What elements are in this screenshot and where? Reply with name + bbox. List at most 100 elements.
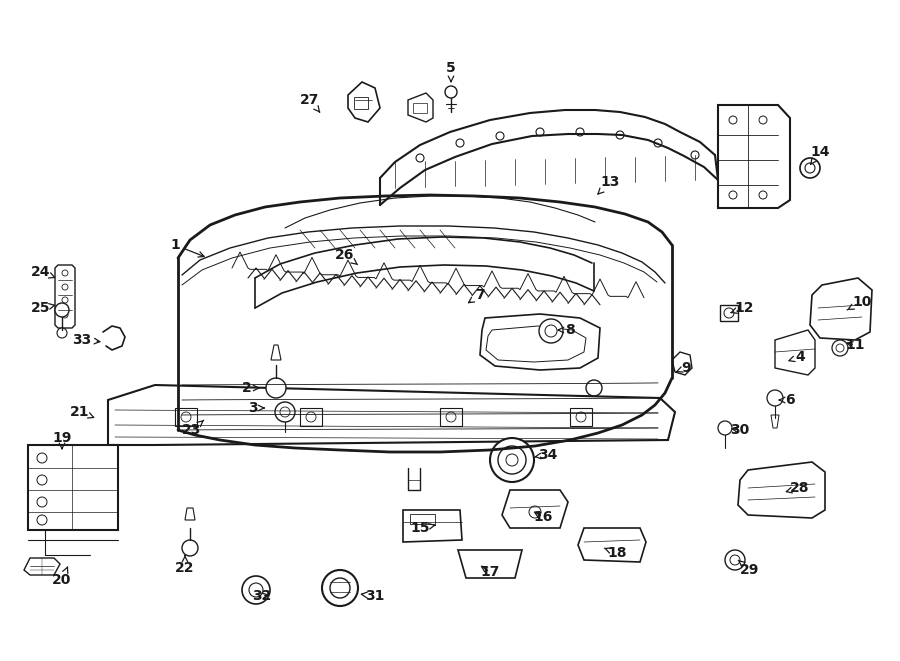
Circle shape xyxy=(805,163,815,173)
Text: 6: 6 xyxy=(779,393,795,407)
Polygon shape xyxy=(55,265,75,328)
Circle shape xyxy=(456,139,464,147)
Bar xyxy=(570,408,592,426)
Text: 16: 16 xyxy=(534,510,553,524)
Circle shape xyxy=(181,412,191,422)
Circle shape xyxy=(266,378,286,398)
Circle shape xyxy=(275,402,295,422)
Text: 9: 9 xyxy=(676,361,691,375)
Circle shape xyxy=(37,453,47,463)
Circle shape xyxy=(306,412,316,422)
Bar xyxy=(175,408,197,426)
Circle shape xyxy=(718,421,732,435)
Text: 3: 3 xyxy=(248,401,264,415)
Text: 13: 13 xyxy=(598,175,620,194)
Text: 1: 1 xyxy=(170,238,204,257)
Circle shape xyxy=(445,86,457,98)
Circle shape xyxy=(57,328,67,338)
Circle shape xyxy=(586,380,602,396)
Text: 30: 30 xyxy=(731,423,750,437)
Polygon shape xyxy=(578,528,646,562)
Text: 10: 10 xyxy=(847,295,872,310)
Circle shape xyxy=(767,390,783,406)
Polygon shape xyxy=(486,326,586,362)
Circle shape xyxy=(654,139,662,147)
Text: 19: 19 xyxy=(52,431,72,449)
Circle shape xyxy=(729,191,737,199)
Bar xyxy=(440,408,462,426)
Text: 2: 2 xyxy=(242,381,259,395)
Text: 24: 24 xyxy=(32,265,55,279)
Polygon shape xyxy=(348,82,380,122)
Text: 32: 32 xyxy=(252,589,272,603)
Polygon shape xyxy=(480,314,600,370)
Circle shape xyxy=(691,151,699,159)
Polygon shape xyxy=(502,490,568,528)
Circle shape xyxy=(836,344,844,352)
Circle shape xyxy=(416,154,424,162)
Circle shape xyxy=(576,412,586,422)
Circle shape xyxy=(725,550,745,570)
Bar xyxy=(300,408,322,426)
Text: 5: 5 xyxy=(446,61,456,81)
Circle shape xyxy=(616,131,624,139)
Circle shape xyxy=(730,555,740,565)
Text: 21: 21 xyxy=(70,405,94,419)
Text: 25: 25 xyxy=(32,301,55,315)
Circle shape xyxy=(832,340,848,356)
Circle shape xyxy=(446,412,456,422)
Circle shape xyxy=(545,325,557,337)
Circle shape xyxy=(62,284,68,290)
Circle shape xyxy=(280,407,290,417)
Circle shape xyxy=(759,116,767,124)
Circle shape xyxy=(182,540,198,556)
Text: 18: 18 xyxy=(605,546,626,560)
Text: 23: 23 xyxy=(183,420,203,437)
Circle shape xyxy=(37,515,47,525)
Circle shape xyxy=(62,297,68,303)
Circle shape xyxy=(498,446,526,474)
Text: 7: 7 xyxy=(469,288,485,303)
Bar xyxy=(720,305,738,321)
Text: 29: 29 xyxy=(738,561,760,577)
Circle shape xyxy=(539,319,563,343)
Polygon shape xyxy=(771,415,779,428)
Polygon shape xyxy=(718,105,790,208)
Polygon shape xyxy=(775,330,815,375)
Circle shape xyxy=(576,128,584,136)
Circle shape xyxy=(800,158,820,178)
Polygon shape xyxy=(408,93,433,122)
Polygon shape xyxy=(28,445,118,530)
Text: 26: 26 xyxy=(336,248,357,264)
Polygon shape xyxy=(24,558,60,575)
Bar xyxy=(413,103,427,113)
Bar xyxy=(410,514,435,524)
Circle shape xyxy=(490,438,534,482)
Circle shape xyxy=(37,497,47,507)
Text: 4: 4 xyxy=(789,350,805,364)
Polygon shape xyxy=(672,352,692,375)
Text: 28: 28 xyxy=(787,481,810,495)
Polygon shape xyxy=(738,462,825,518)
Text: 15: 15 xyxy=(410,521,436,535)
Polygon shape xyxy=(271,345,281,360)
Circle shape xyxy=(506,454,518,466)
Circle shape xyxy=(37,475,47,485)
Circle shape xyxy=(322,570,358,606)
Circle shape xyxy=(242,576,270,604)
Circle shape xyxy=(62,270,68,276)
Text: 34: 34 xyxy=(536,448,558,462)
Circle shape xyxy=(529,506,541,518)
Text: 17: 17 xyxy=(481,565,500,579)
Circle shape xyxy=(55,303,69,317)
Text: 31: 31 xyxy=(362,589,384,603)
Text: 27: 27 xyxy=(301,93,320,112)
Text: 8: 8 xyxy=(558,323,575,337)
Text: 14: 14 xyxy=(810,145,830,164)
Text: 22: 22 xyxy=(176,555,194,575)
Circle shape xyxy=(759,191,767,199)
Circle shape xyxy=(729,116,737,124)
Polygon shape xyxy=(810,278,872,340)
Circle shape xyxy=(62,312,68,318)
Text: 20: 20 xyxy=(52,567,72,587)
